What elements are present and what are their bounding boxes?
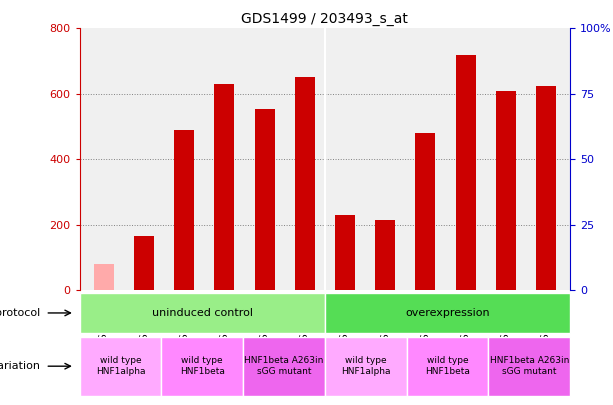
Bar: [455, 55, 476, 290]
Text: genotype/variation: genotype/variation: [0, 361, 40, 371]
FancyBboxPatch shape: [80, 293, 325, 333]
Text: wild type
HNF1alpha: wild type HNF1alpha: [96, 356, 145, 376]
Bar: [134, 237, 154, 290]
FancyBboxPatch shape: [325, 337, 406, 396]
FancyBboxPatch shape: [161, 337, 243, 396]
Text: wild type
HNF1alpha: wild type HNF1alpha: [341, 356, 390, 376]
Title: GDS1499 / 203493_s_at: GDS1499 / 203493_s_at: [242, 12, 408, 26]
FancyBboxPatch shape: [325, 293, 570, 333]
Text: protocol: protocol: [0, 308, 40, 318]
Text: uninduced control: uninduced control: [152, 308, 253, 318]
FancyBboxPatch shape: [406, 337, 489, 396]
Bar: [215, 84, 234, 290]
FancyBboxPatch shape: [80, 337, 161, 396]
Bar: [496, 91, 516, 290]
Bar: [416, 133, 435, 290]
FancyBboxPatch shape: [489, 337, 570, 396]
Text: wild type
HNF1beta: wild type HNF1beta: [180, 356, 225, 376]
Bar: [94, 264, 114, 290]
Text: HNF1beta A263in
sGG mutant: HNF1beta A263in sGG mutant: [245, 356, 324, 376]
Text: wild type
HNF1beta: wild type HNF1beta: [425, 356, 470, 376]
FancyBboxPatch shape: [243, 337, 325, 396]
Bar: [254, 109, 275, 290]
Bar: [295, 77, 315, 290]
Bar: [375, 220, 395, 290]
Bar: [335, 215, 355, 290]
Text: HNF1beta A263in
sGG mutant: HNF1beta A263in sGG mutant: [490, 356, 569, 376]
Text: overexpression: overexpression: [405, 308, 490, 318]
Bar: [536, 86, 556, 290]
Bar: [174, 130, 194, 290]
